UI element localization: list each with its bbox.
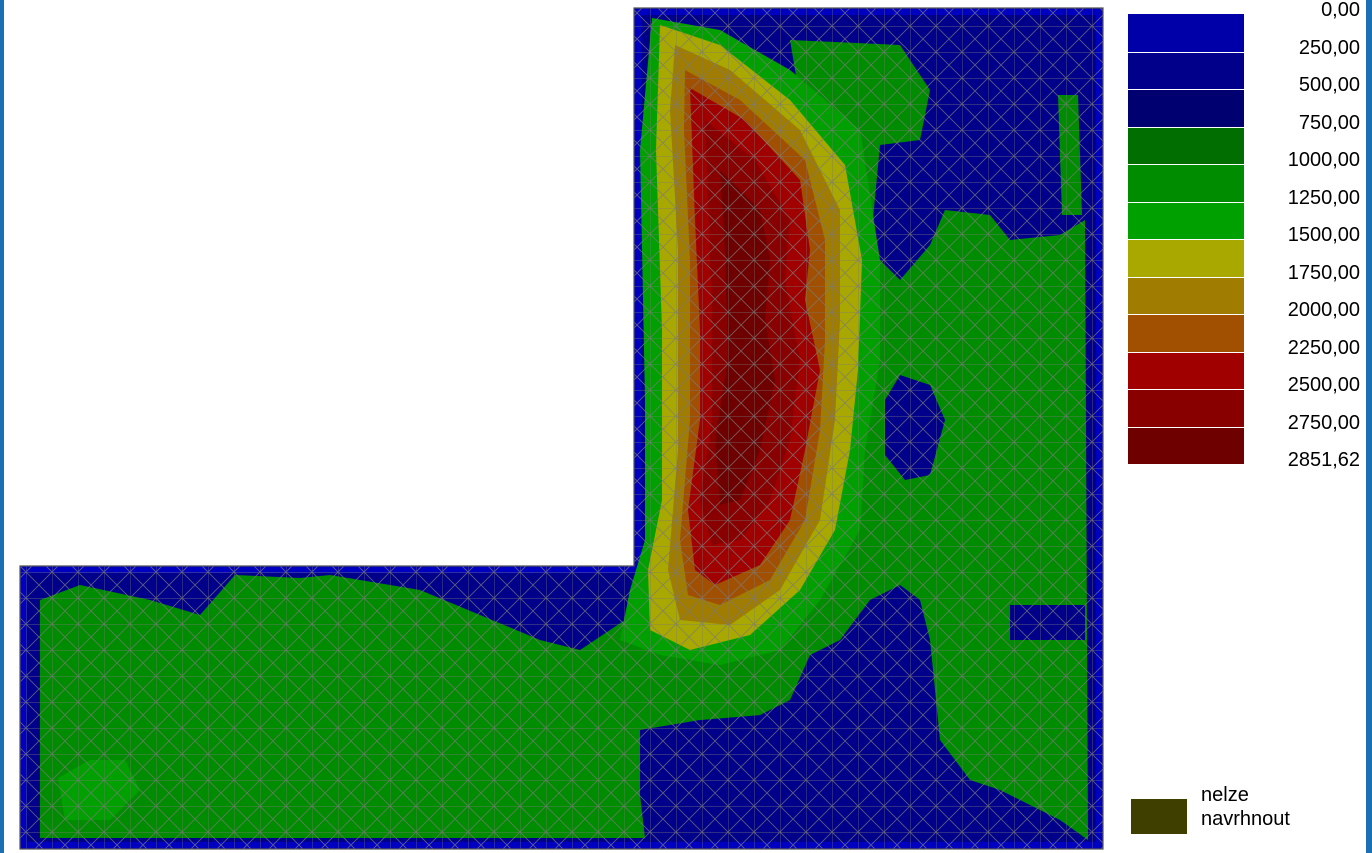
- legend-separator: [1128, 126, 1244, 128]
- legend-label: 0,00: [1321, 0, 1360, 21]
- legend-label: 2851,62: [1287, 449, 1360, 471]
- legend-separator: [1128, 89, 1244, 90]
- legend-separator: [1128, 201, 1244, 203]
- legend-swatch: [1128, 51, 1244, 89]
- legend-label: 2250,00: [1287, 336, 1360, 359]
- legend-label: 1000,00: [1287, 149, 1360, 171]
- legend-swatch: [1128, 239, 1244, 277]
- legend-separator: [1128, 276, 1244, 278]
- legend-separator: [1128, 426, 1244, 428]
- legend-label: 1500,00: [1287, 224, 1360, 246]
- legend-separator: [1128, 389, 1244, 390]
- legend-label: 1250,00: [1287, 186, 1360, 209]
- legend-swatch: [1128, 201, 1244, 239]
- fe-mesh: [20, 8, 1103, 849]
- legend-swatch: [1128, 351, 1244, 389]
- legend-separator: [1128, 164, 1244, 165]
- legend-label: 2750,00: [1287, 411, 1360, 434]
- legend-label: 500,00: [1298, 74, 1360, 96]
- legend-separator: [1128, 351, 1244, 353]
- no-design-label: nelze navrhnout: [1201, 784, 1290, 830]
- legend-label: 1750,00: [1287, 261, 1360, 284]
- legend-separator: [1128, 314, 1244, 315]
- slab-outline: [19, 7, 1104, 850]
- legend-label: 250,00: [1298, 36, 1360, 59]
- legend-swatch: [1128, 276, 1244, 314]
- legend-swatch: [1128, 89, 1244, 127]
- legend-swatch: [1128, 314, 1244, 352]
- legend-swatch: [1128, 14, 1244, 52]
- legend-swatch: [1128, 164, 1244, 202]
- contour-plot: [19, 7, 1104, 850]
- legend-separator: [1128, 239, 1244, 240]
- no-design-swatch: [1131, 799, 1187, 834]
- legend-swatch: [1128, 389, 1244, 427]
- legend-swatch: [1128, 126, 1244, 164]
- legend-separator: [1128, 51, 1244, 53]
- legend-swatch: [1128, 426, 1244, 464]
- legend-label: 750,00: [1298, 111, 1360, 134]
- legend-label: 2500,00: [1287, 374, 1360, 396]
- legend-label: 2000,00: [1287, 299, 1360, 321]
